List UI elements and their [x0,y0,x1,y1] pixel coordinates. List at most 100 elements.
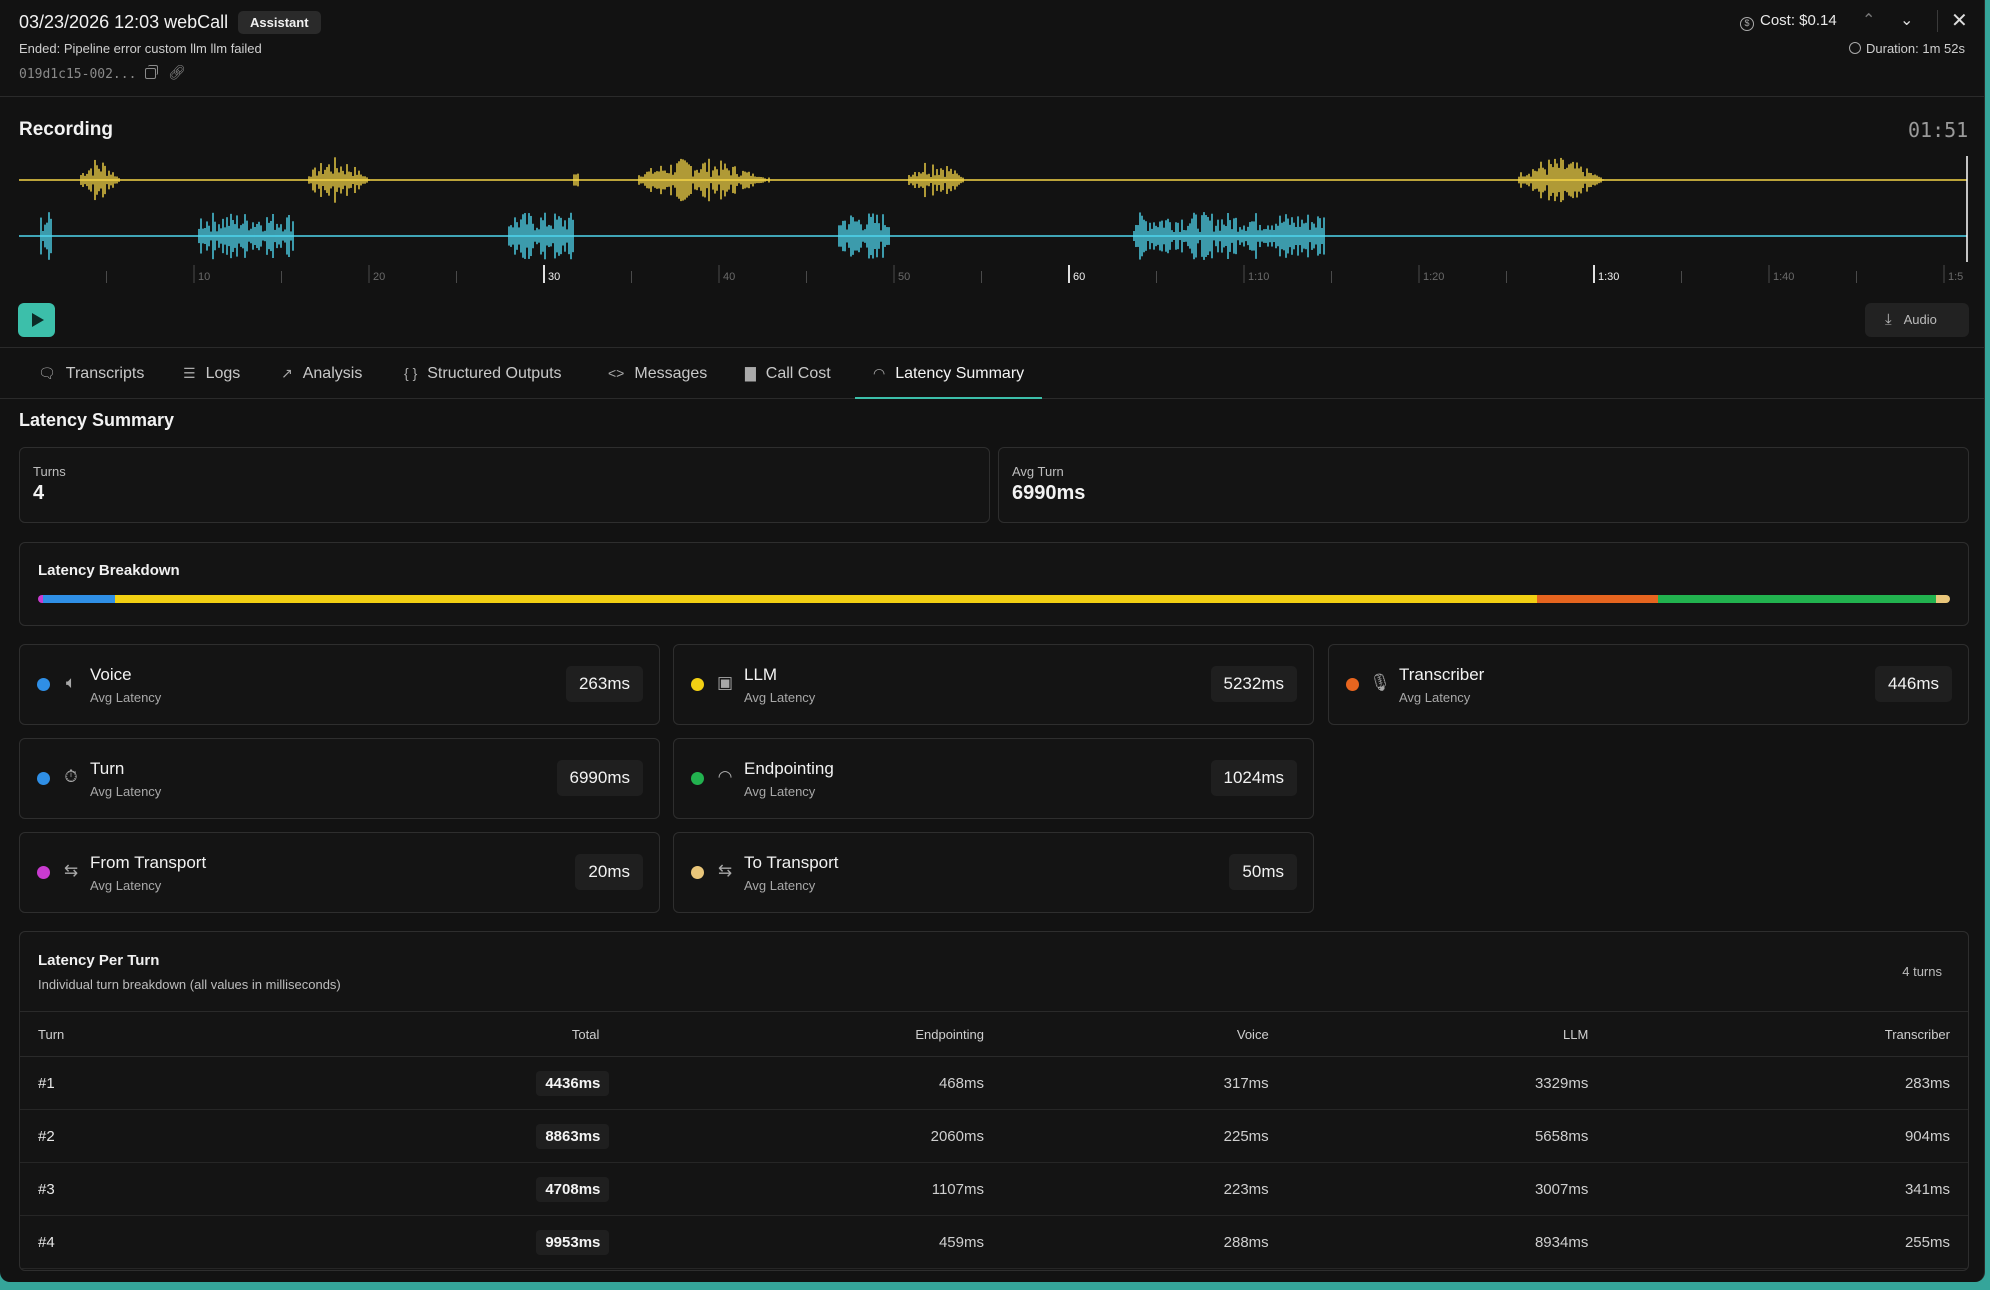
status-dot [37,772,50,785]
tab-label: Call Cost [765,365,831,382]
arrows-icon: ⇆ [717,861,733,880]
llm-cell: 8934ms [1268,1215,1589,1269]
duration-display: Duration: 1m 52s [1849,41,1965,56]
ruler-label: 30 [548,271,560,283]
turn-cell: #4 [20,1215,180,1269]
llm-cell: 3007ms [1268,1162,1589,1216]
breakdown-segment [1936,595,1950,603]
total-cell: 4708ms [179,1162,610,1216]
table-row: #2 8863ms 2060ms 225ms 5658ms 904ms [20,1109,1968,1163]
dollar-icon: $ [1740,17,1754,31]
code-icon: <> [608,365,625,381]
per-turn-title: Latency Per Turn [38,952,160,969]
metric-value: 5232ms [1210,666,1297,702]
recording-time: 01:51 [1908,118,1969,142]
waveform[interactable]: 10 20 30 40 50 60 1:10 1:20 1:30 1:40 1:5 [19,150,1969,290]
total-pill: 8863ms [536,1123,610,1149]
total-pill: 9953ms [536,1229,610,1255]
tab-messages[interactable]: <> Messages [608,348,707,399]
ruler-label: 1:40 [1773,271,1794,283]
turn-cell: #2 [20,1109,180,1163]
audio-button-label: Audio [1903,312,1937,327]
tab-label: Transcripts [65,365,145,382]
metric-sub: Avg Latency [1399,690,1471,705]
breakdown-title: Latency Breakdown [38,562,180,579]
breakdown-segment [38,595,44,603]
llm-cell: 3329ms [1268,1056,1589,1110]
ruler-label: 10 [198,271,210,283]
total-pill: 4708ms [536,1176,610,1202]
voice-cell: 317ms [984,1056,1269,1110]
total-cell: 8863ms [179,1109,610,1163]
tab-bar: 🗨︎ Transcripts ☰ Logs ↗ Analysis { } Structu… [0,347,1984,399]
tab-analysis[interactable]: ↗ Analysis [281,348,362,399]
status-dot [1346,678,1359,691]
endpointing-cell: 2060ms [609,1109,984,1163]
latency-breakdown-card: Latency Breakdown [19,542,1969,626]
download-icon: ⤓ [1885,311,1892,328]
per-turn-subtitle: Individual turn breakdown (all values in… [38,977,341,992]
metric-value: 1024ms [1210,760,1297,796]
latency-table: Turn Total Endpointing Voice LLM Transcr… [20,1011,1968,1269]
metric-name: Voice [90,665,132,684]
tab-structured-outputs[interactable]: { } Structured Outputs [404,348,562,399]
ruler-label: 1:5 [1948,271,1963,283]
voice-cell: 225ms [984,1109,1269,1163]
status-dot [37,678,50,691]
tab-transcripts[interactable]: 🗨︎ Transcripts [38,348,144,399]
metric-name: Turn [90,759,125,778]
assistant-badge: Assistant [238,11,321,34]
ruler-label: 1:30 [1598,271,1619,283]
endpointing-cell: 1107ms [609,1162,984,1216]
section-title: Latency Summary [19,410,175,430]
chevron-down-icon[interactable]: ⌄ [1900,12,1914,29]
play-button[interactable] [18,303,55,337]
chat-icon: 🗨︎ [38,365,56,381]
duration-text: Duration: 1m 52s [1866,41,1965,56]
tab-call-cost[interactable]: ▇ Call Cost [745,348,831,399]
call-id: 019d1c15-002... [19,67,137,82]
ended-reason: Ended: Pipeline error custom llm llm fai… [19,41,262,56]
arrows-icon: ⇆ [63,861,79,880]
latency-per-turn-card: Latency Per Turn Individual turn breakdo… [19,931,1969,1271]
table-row: #3 4708ms 1107ms 223ms 3007ms 341ms [20,1162,1968,1216]
metric-card-to-transport: ⇆ To Transport Avg Latency 50ms [673,832,1314,913]
close-icon[interactable]: ✕ [1951,10,1968,32]
call-title: 03/23/2026 12:03 webCall [19,12,229,32]
timer-icon: ⏱︎ [64,767,78,786]
metric-card-endpointing: ◠ Endpointing Avg Latency 1024ms [673,738,1314,819]
ruler-label: 50 [898,271,910,283]
breakdown-segment [114,595,1537,603]
download-audio-button[interactable]: ⤓ Audio [1865,303,1969,337]
recording-title: Recording [19,119,113,140]
divider [1937,10,1938,32]
table-row: #4 9953ms 459ms 288ms 8934ms 255ms [20,1215,1968,1269]
turn-count: 4 turns [1902,964,1942,979]
ruler-label: 40 [723,271,735,283]
ruler-label: 1:20 [1423,271,1444,283]
gauge-icon: ◠ [717,767,733,786]
copy-icon[interactable] [145,65,158,79]
turns-value: 4 [33,482,45,504]
link-icon[interactable]: 🔗︎ [168,64,186,80]
metric-sub: Avg Latency [90,690,162,705]
metric-value: 50ms [1229,854,1297,890]
chevron-up-icon[interactable]: ⌃ [1862,12,1876,29]
llm-cell: 5658ms [1268,1109,1589,1163]
metric-sub: Avg Latency [744,878,816,893]
total-cell: 4436ms [179,1056,610,1110]
column-header: Transcriber [1588,1011,1968,1057]
metric-value: 446ms [1874,666,1952,702]
ruler-label: 20 [373,271,385,283]
total-cell: 9953ms [179,1215,610,1269]
metric-card-voice: 🔈︎ Voice Avg Latency 263ms [19,644,660,725]
braces-icon: { } [404,365,418,381]
metric-sub: Avg Latency [90,784,162,799]
bar-chart-icon: ▇ [745,365,756,381]
column-header: Endpointing [609,1011,984,1057]
total-pill: 4436ms [536,1070,610,1096]
tab-latency-summary[interactable]: ◠ Latency Summary [855,348,1043,399]
header: 03/23/2026 12:03 webCall Assistant Ended… [0,0,1984,97]
tab-logs[interactable]: ☰ Logs [183,348,240,399]
metric-card-llm: ▣ LLM Avg Latency 5232ms [673,644,1314,725]
